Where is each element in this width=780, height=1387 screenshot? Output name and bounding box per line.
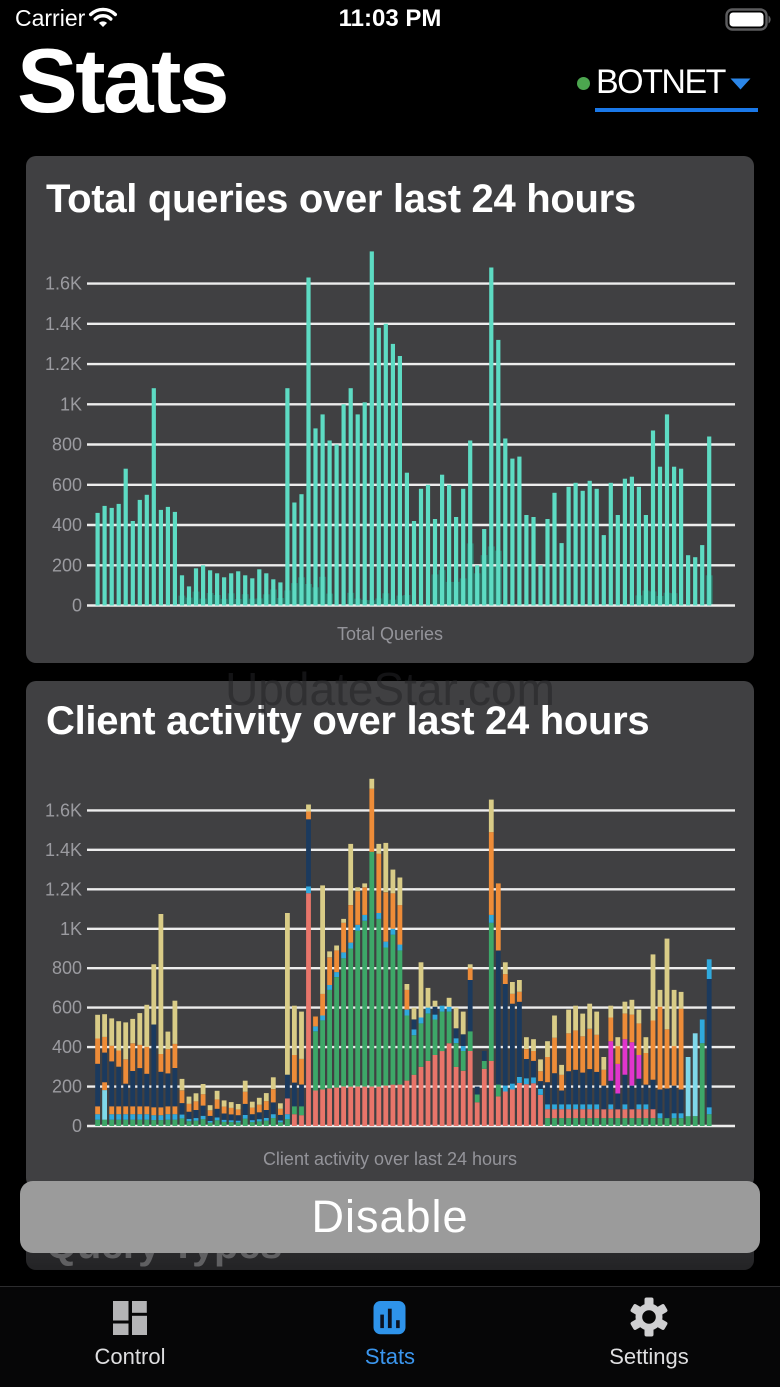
svg-text:200: 200: [52, 1077, 82, 1097]
svg-text:200: 200: [52, 555, 82, 575]
svg-text:1K: 1K: [60, 394, 82, 414]
svg-text:400: 400: [52, 515, 82, 535]
svg-text:800: 800: [52, 958, 82, 978]
svg-text:1K: 1K: [60, 919, 82, 939]
svg-text:1.2K: 1.2K: [45, 879, 82, 899]
svg-text:0: 0: [72, 596, 82, 616]
svg-text:1.2K: 1.2K: [45, 354, 82, 374]
svg-text:1.6K: 1.6K: [45, 800, 82, 820]
svg-text:1.6K: 1.6K: [45, 274, 82, 294]
svg-text:600: 600: [52, 475, 82, 495]
svg-text:400: 400: [52, 1037, 82, 1057]
svg-text:0: 0: [72, 1116, 82, 1136]
svg-text:1.4K: 1.4K: [45, 840, 82, 860]
svg-text:1.4K: 1.4K: [45, 314, 82, 334]
svg-text:600: 600: [52, 998, 82, 1018]
svg-text:800: 800: [52, 435, 82, 455]
